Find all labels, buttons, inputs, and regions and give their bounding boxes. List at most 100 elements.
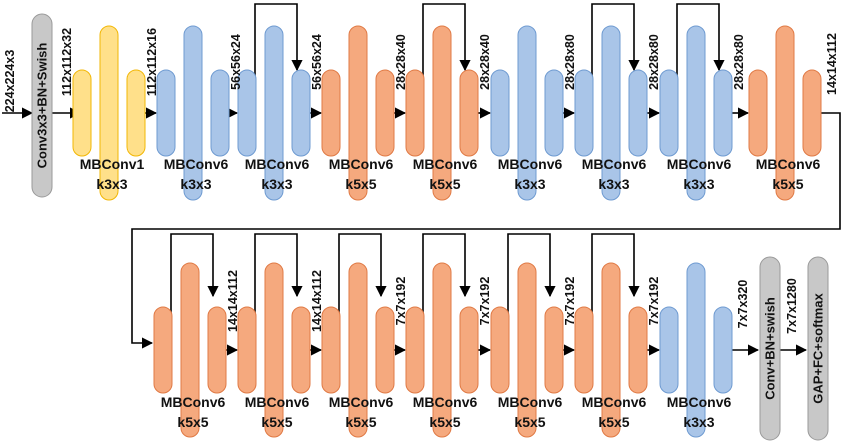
row2-block-4-skip-arrow bbox=[422, 233, 471, 350]
left-pill bbox=[237, 69, 257, 157]
row2-block-3-name: MBConv6 bbox=[329, 394, 394, 410]
row1-block-7-kernel: k3x3 bbox=[598, 176, 629, 192]
center-pill bbox=[180, 262, 200, 438]
row1-block-7-name: MBConv6 bbox=[582, 156, 647, 172]
row1-block-3-kernel: k3x3 bbox=[261, 176, 292, 192]
row2-dim-3: 7x7x192 bbox=[394, 277, 408, 326]
row2-block-6-kernel: k5x5 bbox=[598, 414, 629, 430]
row1-dim-9: 14x14x112 bbox=[825, 33, 839, 95]
row2-block-1-kernel: k5x5 bbox=[177, 414, 208, 430]
row1-block-8-skip-arrow bbox=[676, 3, 725, 113]
row2-dim-7: 7x7x320 bbox=[736, 280, 750, 329]
row1-block-2-kernel: k3x3 bbox=[180, 176, 211, 192]
row1-dim-8: 28x28x80 bbox=[732, 34, 746, 90]
row2-dim-1: 14x14x112 bbox=[226, 270, 240, 332]
classifier-block bbox=[807, 256, 829, 441]
row1-dim-6: 28x28x80 bbox=[563, 34, 577, 90]
stem-out-dim-label: 112x112x32 bbox=[60, 28, 74, 96]
row1-block-6-kernel: k3x3 bbox=[514, 176, 545, 192]
row2-block-2-name: MBConv6 bbox=[245, 394, 310, 410]
row2-block-6 bbox=[574, 262, 648, 438]
left-pill bbox=[659, 69, 679, 157]
input-dim-label: 224x224x3 bbox=[3, 50, 17, 113]
row1-block-6-name: MBConv6 bbox=[498, 156, 563, 172]
row2-block-5-kernel: k5x5 bbox=[514, 414, 545, 430]
row2-dim-5: 7x7x192 bbox=[563, 277, 577, 326]
row2-block-4-kernel: k5x5 bbox=[429, 414, 460, 430]
row1-block-1 bbox=[72, 25, 146, 201]
right-pill bbox=[375, 306, 395, 394]
right-pill bbox=[713, 69, 733, 157]
right-pill bbox=[628, 306, 648, 394]
row2-block-3-skip-arrow bbox=[338, 233, 387, 350]
row1-dim-3: 56x56x24 bbox=[310, 34, 324, 90]
row1-block-3 bbox=[237, 25, 311, 201]
row-wrap-arrow bbox=[131, 112, 841, 349]
right-pill bbox=[210, 69, 230, 157]
row2-block-5-name: MBConv6 bbox=[498, 394, 563, 410]
row2-block-1 bbox=[153, 262, 227, 438]
row2-block-2 bbox=[237, 262, 311, 438]
row2-block-5 bbox=[490, 262, 564, 438]
right-pill bbox=[802, 69, 822, 157]
row1-block-8 bbox=[659, 25, 733, 201]
center-pill bbox=[264, 25, 284, 201]
row2-block-2-skip-arrow bbox=[254, 233, 303, 350]
row2-block-3 bbox=[321, 262, 395, 438]
right-pill bbox=[291, 306, 311, 394]
stem-block bbox=[31, 13, 53, 198]
right-pill bbox=[375, 69, 395, 157]
center-pill bbox=[432, 262, 452, 438]
row1-block-2 bbox=[156, 25, 230, 201]
row1-block-3-skip-arrow bbox=[254, 3, 303, 113]
row1-block-8-kernel: k3x3 bbox=[683, 176, 714, 192]
row1-block-2-name: MBConv6 bbox=[164, 156, 229, 172]
row1-block-1-kernel: k3x3 bbox=[96, 176, 127, 192]
center-pill bbox=[183, 25, 203, 201]
row2-block-7-kernel: k3x3 bbox=[683, 414, 714, 430]
head-out-dim-label: 7x7x1280 bbox=[785, 278, 799, 334]
center-pill bbox=[517, 262, 537, 438]
row1-block-9 bbox=[748, 25, 822, 201]
center-pill bbox=[517, 25, 537, 201]
left-pill bbox=[405, 69, 425, 157]
row2-block-5-skip-arrow bbox=[507, 233, 556, 350]
row2-block-4-name: MBConv6 bbox=[413, 394, 478, 410]
row1-block-5-kernel: k5x5 bbox=[429, 176, 460, 192]
row1-dim-2: 56x56x24 bbox=[229, 34, 243, 90]
right-pill bbox=[459, 69, 479, 157]
right-pill bbox=[713, 306, 733, 394]
row1-block-7 bbox=[574, 25, 648, 201]
row2-dim-2: 14x14x112 bbox=[310, 270, 324, 332]
row2-block-2-kernel: k5x5 bbox=[261, 414, 292, 430]
row1-block-5-skip-arrow bbox=[422, 3, 471, 113]
row1-block-5 bbox=[405, 25, 479, 201]
row1-block-7-skip-arrow bbox=[591, 3, 640, 113]
left-pill bbox=[490, 69, 510, 157]
right-pill bbox=[459, 306, 479, 394]
right-pill bbox=[291, 69, 311, 157]
center-pill bbox=[601, 25, 621, 201]
row1-block-6 bbox=[490, 25, 564, 201]
center-pill bbox=[348, 25, 368, 201]
row2-block-7-name: MBConv6 bbox=[667, 394, 732, 410]
right-pill bbox=[544, 306, 564, 394]
row2-block-7 bbox=[659, 262, 733, 438]
left-pill bbox=[72, 69, 92, 157]
classifier-block-label: GAP+FC+softmax bbox=[811, 292, 826, 403]
left-pill bbox=[156, 69, 176, 157]
left-pill bbox=[748, 69, 768, 157]
row1-block-9-name: MBConv6 bbox=[756, 156, 821, 172]
row2-block-1-name: MBConv6 bbox=[161, 394, 226, 410]
head-block bbox=[759, 256, 781, 441]
right-pill bbox=[544, 69, 564, 157]
row1-dim-7: 28x28x80 bbox=[647, 34, 661, 90]
center-pill bbox=[348, 262, 368, 438]
left-pill bbox=[237, 306, 257, 394]
stem-block-label: Conv3x3+BN+Swish bbox=[35, 43, 50, 169]
row2-block-6-skip-arrow bbox=[591, 233, 640, 350]
center-pill bbox=[686, 25, 706, 201]
left-pill bbox=[153, 306, 173, 394]
